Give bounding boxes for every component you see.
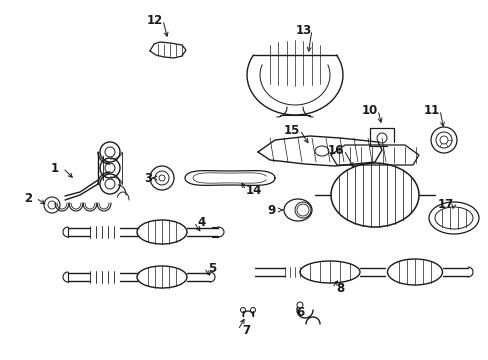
Text: 1: 1 [51, 162, 59, 175]
Text: 4: 4 [198, 216, 206, 229]
Text: 2: 2 [24, 192, 32, 204]
Text: 13: 13 [295, 23, 311, 36]
Text: 6: 6 [295, 306, 304, 319]
Text: 3: 3 [143, 171, 152, 184]
Text: 8: 8 [335, 282, 344, 294]
Text: 14: 14 [245, 184, 262, 197]
Text: 7: 7 [242, 324, 249, 337]
Text: 12: 12 [146, 13, 163, 27]
Text: 15: 15 [283, 123, 300, 136]
Text: 10: 10 [361, 104, 377, 117]
Text: 11: 11 [423, 104, 439, 117]
Text: 5: 5 [207, 261, 216, 274]
Text: 17: 17 [437, 198, 453, 211]
Text: 9: 9 [267, 203, 276, 216]
Text: 16: 16 [327, 144, 344, 157]
